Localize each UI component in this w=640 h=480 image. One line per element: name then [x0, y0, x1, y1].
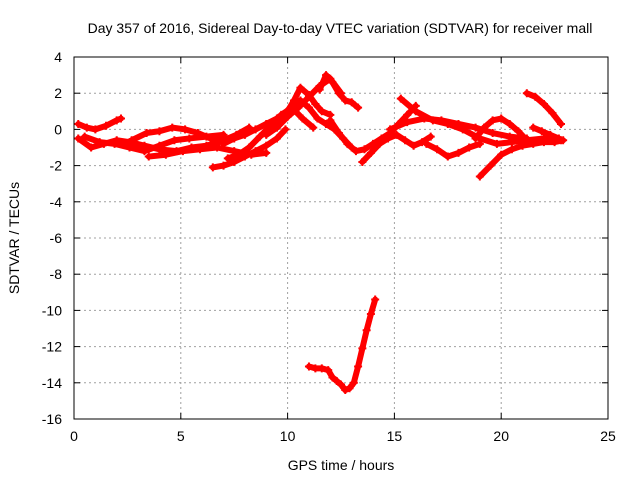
y-tick-label: -10 [42, 302, 62, 318]
x-tick-label: 0 [70, 428, 78, 444]
series-arc-18 [475, 136, 568, 181]
y-tick-label: -16 [42, 411, 62, 427]
series-arc-2 [74, 114, 125, 134]
series-arc-22 [304, 295, 380, 395]
x-tick-label: 10 [280, 428, 296, 444]
data-point [116, 114, 125, 123]
x-tick-label: 15 [387, 428, 403, 444]
y-tick-label: -14 [42, 375, 62, 391]
y-tick-label: 2 [54, 85, 62, 101]
series-trace [273, 126, 289, 142]
series-trace [299, 115, 317, 131]
data-point [557, 119, 566, 128]
data-point [371, 295, 380, 304]
series-arc-6 [208, 125, 290, 172]
plot-frame [73, 56, 609, 420]
series-arc-11 [283, 83, 335, 119]
x-tick-label: 25 [600, 428, 616, 444]
y-tick-label: -2 [50, 158, 63, 174]
y-tick-label: -8 [50, 266, 63, 282]
y-axis-label: SDTVAR / TECUs [6, 182, 22, 294]
series-trace [515, 128, 530, 144]
series-trace [387, 119, 411, 133]
series-arc-21 [529, 123, 563, 143]
data-point [475, 139, 484, 148]
series-arc-12 [315, 71, 363, 112]
series-arc-20 [522, 89, 566, 128]
y-tick-label: -6 [50, 230, 63, 246]
data-points [74, 71, 568, 395]
data-point [309, 123, 318, 132]
data-point [281, 125, 290, 134]
data-point [262, 148, 271, 157]
x-tick-label: 5 [177, 428, 185, 444]
series-trace [233, 124, 253, 138]
y-tick-label: -4 [50, 194, 63, 210]
grid [74, 57, 608, 419]
data-point [426, 132, 435, 141]
y-tick-label: 4 [54, 49, 62, 65]
data-point [554, 134, 563, 143]
x-tick-label: 20 [493, 428, 509, 444]
chart-title: Day 357 of 2016, Sidereal Day-to-day VTE… [88, 20, 593, 36]
series-trace [397, 95, 419, 115]
series-arc-17 [422, 139, 484, 161]
series-trace [549, 110, 565, 127]
data-point [522, 136, 531, 145]
data-point [354, 103, 363, 112]
y-tick-label: -12 [42, 339, 62, 355]
series-arc-8 [223, 103, 318, 163]
y-tick-label: 0 [54, 121, 62, 137]
series-arc-19 [471, 114, 531, 145]
x-axis-label: GPS time / hours [288, 457, 395, 473]
